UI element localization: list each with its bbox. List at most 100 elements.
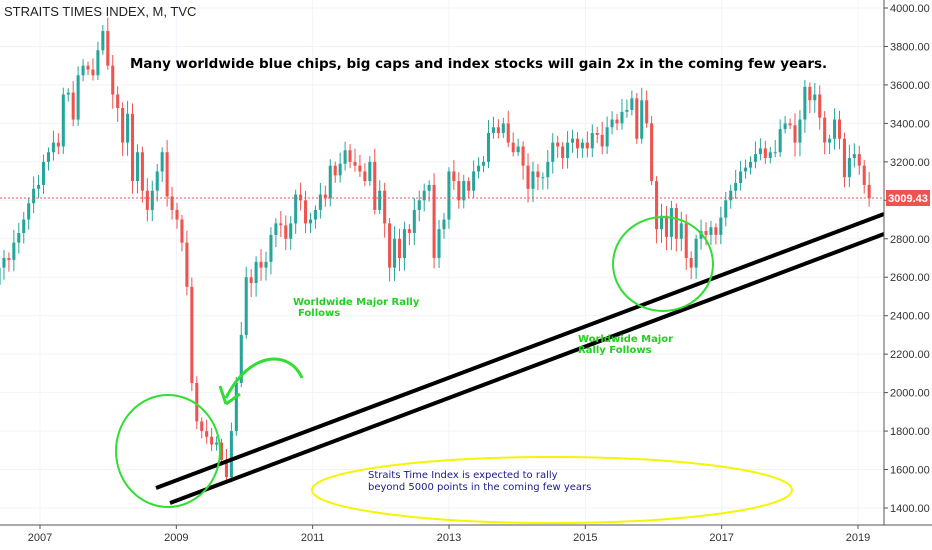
candle-up bbox=[491, 127, 495, 133]
candle-up bbox=[229, 431, 233, 478]
trendline-lower bbox=[169, 232, 885, 505]
candle-up bbox=[2, 258, 6, 268]
candle-up bbox=[605, 127, 609, 147]
candle-up bbox=[66, 92, 70, 95]
y-axis-ticks: 4000.003800.003600.003400.003200.003000.… bbox=[884, 3, 930, 515]
candle-up bbox=[37, 184, 41, 189]
y-tick-label: 3200.00 bbox=[890, 157, 930, 169]
candle-up bbox=[744, 167, 748, 172]
y-tick-label: 2800.00 bbox=[890, 234, 930, 246]
candle-down bbox=[185, 242, 189, 287]
candle-down bbox=[299, 194, 303, 201]
candle-up bbox=[32, 188, 36, 204]
candle-down bbox=[205, 431, 209, 437]
candle-up bbox=[724, 200, 728, 218]
candle-down bbox=[506, 123, 510, 143]
candle-up bbox=[81, 65, 85, 76]
x-tick-label: 2015 bbox=[573, 532, 597, 544]
y-tick-label: 1800.00 bbox=[890, 426, 930, 438]
candle-down bbox=[684, 223, 688, 258]
x-axis-ticks: 2007 2009 2011 2013 2015 2017 2019 bbox=[28, 525, 870, 544]
x-tick-label: 2019 bbox=[846, 532, 870, 544]
forecast-note-line2: beyond 5000 points in the coming few yea… bbox=[368, 482, 591, 493]
candle-down bbox=[521, 146, 525, 166]
candle-up bbox=[768, 152, 772, 158]
candle-down bbox=[689, 258, 693, 268]
candle-up bbox=[41, 161, 46, 185]
candle-down bbox=[536, 171, 540, 178]
candle-up bbox=[709, 227, 713, 235]
candle-up bbox=[244, 277, 248, 335]
candle-up bbox=[729, 190, 733, 201]
symbol-title: STRAITS TIMES INDEX, M, TVC bbox=[4, 4, 196, 19]
candle-down bbox=[358, 165, 362, 172]
candle-up bbox=[96, 50, 100, 76]
candle-down bbox=[210, 436, 214, 445]
candle-up bbox=[61, 94, 65, 147]
candle-down bbox=[71, 92, 75, 120]
candle-down bbox=[655, 181, 659, 230]
candle-down bbox=[388, 223, 392, 268]
candle-down bbox=[842, 138, 846, 178]
candle-down bbox=[615, 119, 619, 124]
candle-up bbox=[254, 261, 258, 283]
candle-down bbox=[714, 227, 718, 235]
candle-down bbox=[259, 261, 263, 268]
candle-down bbox=[165, 152, 169, 197]
candle-up bbox=[274, 223, 278, 235]
candle-up bbox=[160, 152, 164, 172]
candle-down bbox=[788, 123, 792, 126]
candle-down bbox=[200, 421, 204, 432]
candle-up bbox=[378, 190, 382, 210]
candle-up bbox=[541, 177, 545, 179]
rally-note-1-line1: Worldwide Major Rally bbox=[293, 297, 420, 308]
candle-up bbox=[551, 142, 555, 162]
candle-up bbox=[482, 161, 486, 166]
candle-up bbox=[269, 234, 273, 262]
candle-down bbox=[86, 65, 90, 70]
candle-up bbox=[734, 183, 738, 191]
candle-down bbox=[180, 219, 184, 243]
candle-up bbox=[531, 171, 535, 189]
candle-down bbox=[383, 190, 387, 224]
candle-down bbox=[140, 152, 144, 191]
candle-down bbox=[575, 138, 580, 149]
candle-up bbox=[679, 223, 683, 239]
curved-arrow-icon bbox=[224, 357, 304, 399]
candle-up bbox=[294, 194, 298, 224]
candle-down bbox=[674, 208, 678, 239]
candle-down bbox=[585, 142, 589, 149]
candle-up bbox=[239, 334, 243, 383]
candle-down bbox=[219, 442, 224, 460]
candle-up bbox=[17, 233, 21, 243]
x-tick-label: 2017 bbox=[709, 532, 733, 544]
y-tick-label: 1400.00 bbox=[890, 503, 930, 515]
candle-up bbox=[393, 238, 397, 268]
candle-up bbox=[402, 229, 406, 258]
candle-up bbox=[313, 209, 317, 220]
candle-up bbox=[51, 142, 55, 153]
candle-down bbox=[353, 161, 357, 166]
candle-up bbox=[27, 203, 31, 220]
forecast-ellipse bbox=[311, 456, 793, 524]
arrow-head-icon bbox=[218, 385, 241, 406]
candle-up bbox=[748, 161, 753, 168]
candle-up bbox=[447, 171, 451, 220]
candle-up bbox=[76, 75, 80, 120]
candle-down bbox=[857, 154, 861, 166]
candle-up bbox=[126, 113, 130, 143]
candle-up bbox=[798, 119, 802, 143]
candle-down bbox=[106, 31, 110, 66]
candle-up bbox=[659, 215, 664, 230]
candle-up bbox=[590, 133, 594, 149]
current-price-label: 3009.43 bbox=[888, 193, 928, 205]
candle-up bbox=[758, 148, 762, 155]
y-tick-label: 3800.00 bbox=[890, 41, 930, 53]
candle-up bbox=[486, 133, 491, 162]
candle-up bbox=[753, 154, 757, 162]
candle-up bbox=[773, 152, 777, 154]
candle-down bbox=[818, 94, 822, 118]
candle-down bbox=[526, 165, 530, 189]
candle-up bbox=[46, 152, 50, 162]
candle-up bbox=[719, 217, 723, 235]
